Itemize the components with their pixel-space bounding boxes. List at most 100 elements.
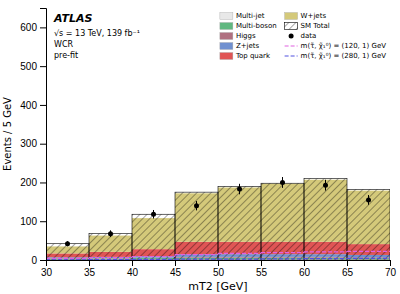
step-segment: [261, 258, 304, 259]
legend-entry: Multi-boson: [220, 22, 277, 30]
legend-entry: Z+jets: [220, 42, 260, 50]
legend-label: data: [301, 32, 317, 40]
tick-mark: [304, 260, 305, 266]
outline-bar: [304, 179, 347, 260]
legend-label: m(τ̃, χ̃₁⁰) = (280, 1) GeV: [301, 52, 387, 60]
tick-mark: [40, 260, 46, 261]
outline-bar: [89, 234, 132, 260]
tick-mark: [132, 260, 133, 266]
legend-label: Higgs: [236, 32, 256, 40]
tick-label: 100: [20, 216, 37, 227]
tick-label: 65: [342, 267, 354, 278]
chart: 30 35 40 45 50 55 60 65 70 0 100 200 300 400 500 600 mT2…: [0, 0, 400, 294]
outline-bar: [347, 189, 390, 260]
tick: 300: [20, 138, 46, 149]
legend-swatch: [285, 45, 298, 46]
legend-label: SM Total: [301, 22, 330, 30]
tick: 40: [127, 260, 139, 278]
legend-swatch: [220, 13, 233, 20]
step-segment: [175, 254, 218, 255]
step-segment: [46, 259, 89, 260]
legend-label: m(τ̃, χ̃₁⁰) = (120, 1) GeV: [301, 42, 387, 50]
tick: 35: [84, 260, 96, 278]
outline-bar: [261, 183, 304, 260]
step-segment: [132, 259, 175, 260]
data-point: [237, 187, 242, 192]
data-point: [280, 180, 285, 185]
tick-mark: [347, 260, 348, 266]
axis: 30 35 40 45 50 55 60 65 70: [41, 260, 397, 278]
tick: 100: [20, 216, 46, 227]
tick-mark: [261, 260, 262, 266]
legend-entry: Multi-jet: [220, 12, 265, 20]
tick-label: 50: [213, 267, 225, 278]
outline-series: [46, 179, 390, 260]
annotation: WCR: [54, 40, 73, 49]
tick-label: 200: [20, 177, 37, 188]
legend-swatch: [220, 23, 233, 30]
tick: 0: [31, 255, 46, 266]
legend: Multi-jetMulti-bosonHiggsZ+jetsTop quark…: [220, 12, 386, 60]
outline-bar: [218, 186, 261, 260]
legend-swatch: [285, 13, 298, 20]
data-point: [194, 203, 199, 208]
tick: 60: [299, 260, 311, 278]
annotation: ATLAS: [53, 12, 92, 25]
legend-swatch: [220, 43, 233, 50]
tick-label: 300: [20, 138, 37, 149]
bar: [46, 259, 89, 260]
tick: 500: [20, 61, 46, 72]
step-segment: [89, 257, 132, 258]
legend-entry: W+jets: [285, 12, 327, 20]
tick: 70: [385, 260, 397, 278]
step-segment: [347, 251, 390, 252]
legend-label: Z+jets: [236, 42, 260, 50]
legend-swatch: [220, 33, 233, 40]
bar: [175, 259, 218, 260]
tick-label: 500: [20, 61, 37, 72]
tick: 200: [20, 177, 46, 188]
legend-swatch: [289, 34, 294, 39]
tick: 400: [20, 100, 46, 111]
annotation: pre-fit: [54, 51, 78, 60]
scatter-series: [65, 177, 371, 246]
tick-mark: [40, 105, 46, 106]
tick-mark: [40, 66, 46, 67]
outline-bar: [175, 192, 218, 260]
axis-line: [47, 261, 391, 267]
legend-entry: Higgs: [220, 32, 256, 40]
step-segment: [261, 252, 304, 253]
tick-mark: [40, 221, 46, 222]
axis: 0 100 200 300 400 500 600: [20, 9, 46, 266]
step-segment: [46, 258, 89, 259]
tick-mark: [175, 260, 176, 266]
step-segment: [218, 258, 261, 259]
legend-entry: SM Total: [285, 22, 330, 30]
tick-mark: [390, 260, 391, 266]
tick-label: 400: [20, 100, 37, 111]
tick-label: 30: [41, 267, 53, 278]
legend-swatch: [285, 23, 298, 30]
data-point: [151, 212, 156, 217]
tick-mark: [40, 144, 46, 145]
tick-label: 55: [256, 267, 268, 278]
step-segment: [218, 253, 261, 254]
legend-label: W+jets: [301, 12, 327, 20]
tick-label: 70: [385, 267, 397, 278]
tick-label: 40: [127, 267, 139, 278]
step-segment: [304, 251, 347, 252]
step-segment: [175, 259, 218, 260]
x-axis-title: mT2 [GeV]: [188, 280, 247, 293]
data-point: [323, 183, 328, 188]
legend-swatch: [220, 53, 233, 60]
tick-label: 45: [170, 267, 182, 278]
tick: 30: [41, 260, 53, 278]
bar: [132, 259, 175, 260]
tick: 45: [170, 260, 182, 278]
axis-line: [40, 9, 47, 261]
tick: 50: [213, 260, 225, 278]
tick-mark: [89, 260, 90, 266]
tick-label: 600: [20, 22, 37, 33]
tick: 55: [256, 260, 268, 278]
data-point: [366, 197, 371, 202]
